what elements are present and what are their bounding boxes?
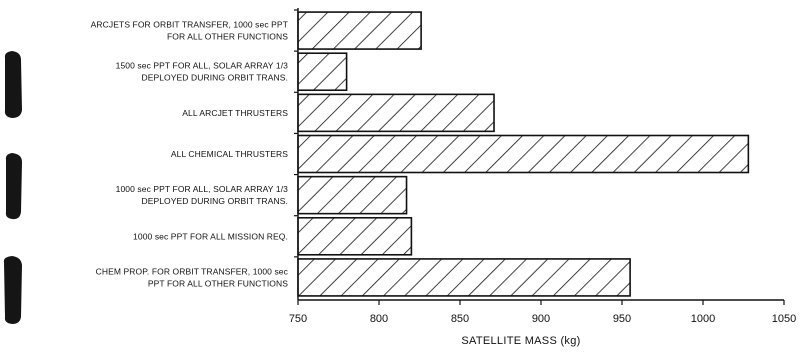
- bar-1: [297, 11, 422, 50]
- x-axis-ticks-group: 750 800 850 900 950 1000 1050: [289, 9, 796, 325]
- category-label-4: ALL CHEMICAL THRUSTERS: [171, 149, 288, 159]
- x-tick-label-1050: 1050: [772, 313, 796, 325]
- category-label-5-line-2: DEPLOYED DURING ORBIT TRANS.: [141, 196, 288, 206]
- x-tick-label-850: 850: [451, 313, 469, 325]
- category-label-7-line-2: PPT FOR ALL OTHER FUNCTIONS: [148, 278, 288, 288]
- category-label-2-line-2: DEPLOYED DURING ORBIT TRANS.: [141, 73, 288, 83]
- bar-2: [297, 52, 348, 92]
- x-axis-title: SATELLITE MASS (kg): [461, 335, 580, 347]
- bars-group: [297, 11, 750, 297]
- category-label-3: ALL ARCJET THRUSTERS: [182, 108, 288, 118]
- category-label-1-line-1: ARCJETS FOR ORBIT TRANSFER, 1000 sec PPT: [91, 20, 288, 30]
- category-label-2-line-1: 1500 sec PPT FOR ALL, SOLAR ARRAY 1/3: [116, 61, 289, 71]
- x-tick-label-800: 800: [370, 313, 388, 325]
- x-tick-label-1000: 1000: [691, 313, 715, 325]
- binder-hole-artifact-top: [4, 51, 22, 118]
- bar-5: [297, 175, 408, 215]
- x-tick-label-900: 900: [532, 313, 550, 325]
- category-label-6: 1000 sec PPT FOR ALL MISSION REQ.: [133, 231, 288, 241]
- bar-7: [297, 258, 631, 297]
- bar-4: [297, 134, 750, 174]
- binder-hole-artifact-middle: [5, 153, 22, 220]
- bar-3: [297, 93, 495, 133]
- x-tick-label-950: 950: [613, 313, 631, 325]
- category-label-5-line-1: 1000 sec PPT FOR ALL, SOLAR ARRAY 1/3: [116, 184, 289, 194]
- bar-6: [297, 216, 413, 256]
- category-label-7-line-1: CHEM PROP. FOR ORBIT TRANSFER, 1000 sec: [96, 266, 289, 276]
- x-tick-label-750: 750: [289, 313, 307, 325]
- category-label-1-line-2: FOR ALL OTHER FUNCTIONS: [167, 32, 288, 42]
- binder-hole-artifact-bottom: [3, 256, 23, 324]
- category-labels-group: ARCJETS FOR ORBIT TRANSFER, 1000 sec PPT…: [91, 20, 289, 289]
